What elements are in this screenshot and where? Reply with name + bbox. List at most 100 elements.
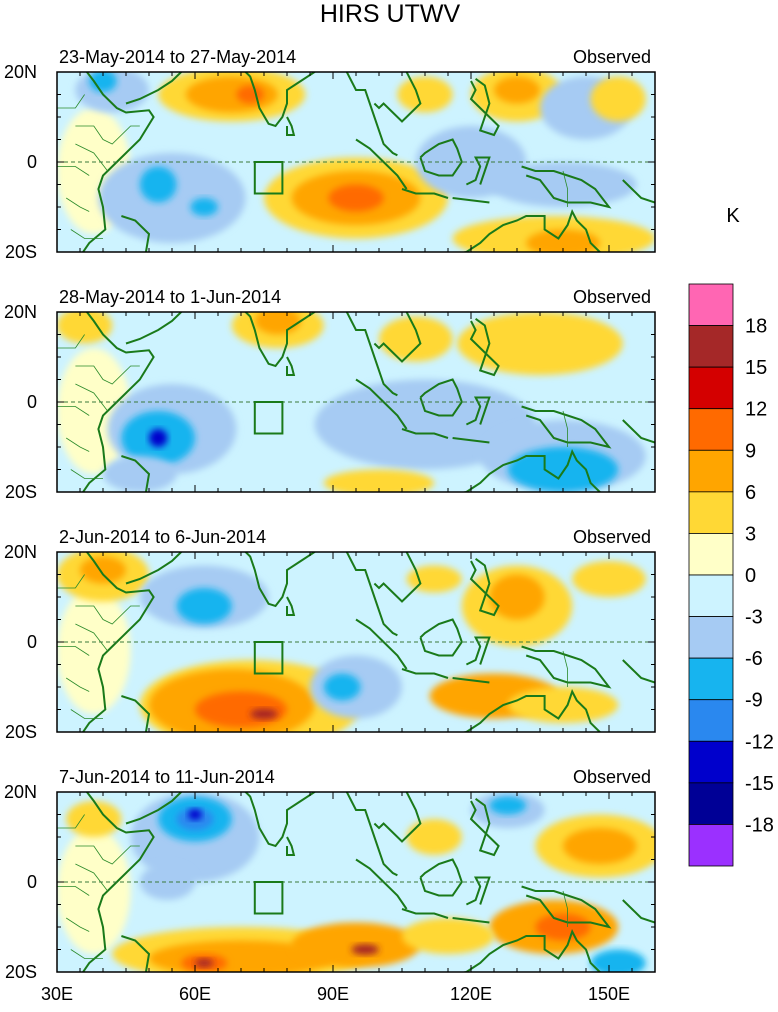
country-border (70, 949, 103, 959)
colorbar-segment (688, 533, 734, 576)
country-border (75, 623, 108, 652)
country-border (562, 650, 568, 687)
coastline (125, 312, 183, 345)
units-label: K (726, 205, 740, 227)
focus-box (253, 401, 284, 435)
coastline (419, 618, 463, 657)
colorbar-level-label: -15 (745, 773, 774, 795)
coastline (401, 428, 449, 439)
country-border (65, 917, 90, 932)
x-axis-labels: 30E 60E 90E 120E 150E (41, 984, 630, 1004)
coastline (452, 197, 490, 204)
axis-ticks (56, 791, 656, 973)
coastline (521, 165, 612, 209)
coastline (469, 77, 500, 137)
y-tick-label: 20S (5, 722, 37, 742)
anomaly-field (57, 792, 655, 972)
colorbar-level-label: 0 (745, 565, 756, 587)
country-border (75, 605, 140, 625)
country-border (57, 166, 90, 176)
field-blob (291, 922, 421, 968)
coastline (244, 312, 317, 368)
field-blob (185, 76, 278, 113)
field-blob (590, 949, 646, 972)
coastline (286, 836, 296, 856)
field-blob (139, 166, 177, 203)
field-blob (195, 958, 214, 968)
coastline (121, 695, 151, 732)
panel-label: Observed (573, 47, 651, 67)
y-tick-label: 20N (4, 542, 37, 562)
coastline (244, 792, 317, 848)
panel-label: Observed (573, 767, 651, 787)
field-blob (590, 76, 646, 122)
coastline (345, 312, 398, 397)
colorbar-segment (688, 740, 734, 784)
country-border (65, 437, 90, 452)
country-border (57, 646, 90, 656)
field-blob (406, 819, 462, 855)
field-blob (572, 561, 646, 597)
coastline (373, 312, 422, 363)
axis-ticks (56, 551, 656, 733)
coastline (125, 792, 183, 825)
coastline (465, 156, 491, 186)
field-blob (402, 918, 494, 954)
coastline (465, 396, 491, 426)
country-border (75, 863, 108, 892)
field-blob (103, 456, 177, 492)
colorbar-level-label: -9 (745, 690, 763, 712)
coastline (521, 405, 612, 449)
focus-box (253, 641, 284, 675)
field-blob (176, 588, 232, 624)
coastlines (57, 552, 655, 732)
country-border (57, 94, 85, 109)
field-blob (563, 828, 637, 864)
country-border (562, 170, 568, 207)
coastline (622, 419, 655, 444)
coastline (419, 858, 463, 897)
panel-date-range: 2-Jun-2014 to 6-Jun-2014 (59, 527, 266, 547)
coastline (419, 138, 463, 177)
field-blob (406, 565, 462, 593)
y-tick-label: 20S (5, 962, 37, 982)
coastline (121, 215, 151, 252)
coastline (125, 72, 183, 105)
colorbar-level-label: 18 (745, 316, 767, 338)
y-tick-label: 20N (4, 62, 37, 82)
x-tick-label: 30E (41, 984, 73, 1004)
focus-box (253, 881, 284, 915)
colorbar-segment (688, 366, 734, 410)
colorbar-segment (688, 283, 734, 326)
field-blob (190, 198, 218, 216)
coastline (469, 797, 500, 857)
y-tick-label: 0 (27, 152, 37, 172)
colorbar-segment (688, 657, 734, 701)
coastlines (57, 312, 655, 492)
colorbar: 18 15 12 9 6 3 0 -3 -6 -9 -12 -15 -18 (688, 283, 774, 867)
country-border (57, 334, 85, 349)
map-panel: 23-May-2014 to 27-May-2014 Observed 20N 0 20… (4, 47, 656, 262)
coastline (81, 792, 155, 972)
y-tick-label: 0 (27, 632, 37, 652)
country-border (57, 814, 85, 829)
field-blob (323, 469, 435, 492)
map-panel: 28-May-2014 to 1-Jun-2014 Observed 20N 0 20S (4, 287, 656, 502)
coastline (81, 312, 155, 492)
country-border (75, 125, 140, 145)
panel-date-range: 23-May-2014 to 27-May-2014 (59, 47, 296, 67)
country-border (70, 709, 103, 719)
coastline (452, 437, 490, 444)
map-panel: 2-Jun-2014 to 6-Jun-2014 Observed 20N 0 20S (4, 527, 656, 742)
coastlines (57, 792, 655, 972)
axis-ticks (56, 311, 656, 493)
colorbar-level-label: 9 (745, 440, 756, 462)
coastline (419, 378, 463, 417)
y-tick-label: 0 (27, 872, 37, 892)
field-blob (89, 72, 117, 93)
country-border (65, 677, 90, 692)
country-border (70, 469, 103, 479)
coastline (373, 552, 422, 603)
coastline (286, 356, 296, 376)
coastline (373, 72, 422, 123)
